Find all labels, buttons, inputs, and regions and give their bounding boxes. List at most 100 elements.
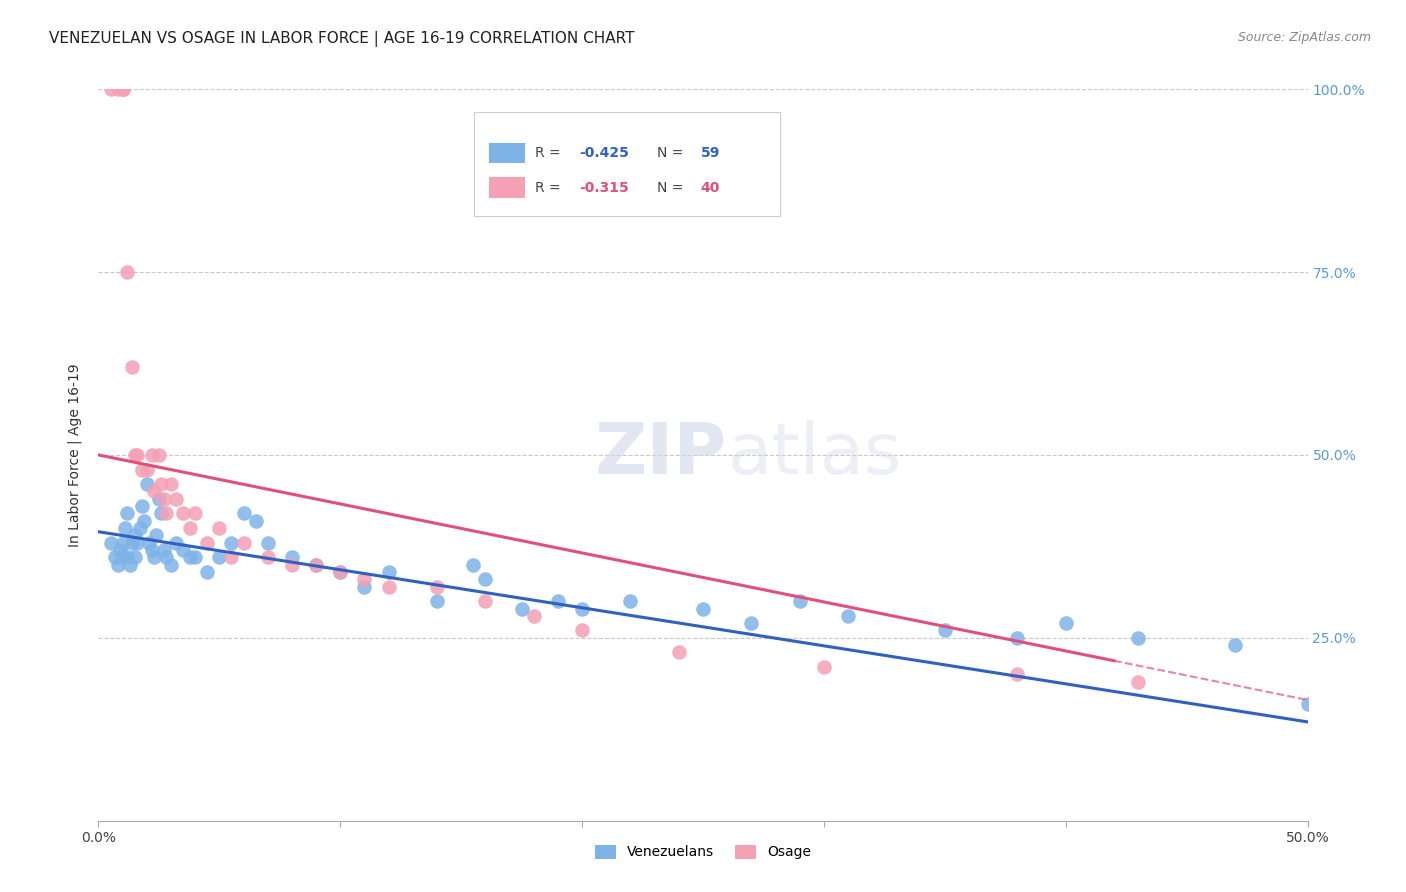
Point (195, 565, 218, 579)
Point (329, 565, 352, 579)
Y-axis label: In Labor Force | Age 16-19: In Labor Force | Age 16-19 (67, 363, 83, 547)
Point (107, 82, 129, 96)
Point (148, 448, 170, 462)
Text: 40: 40 (700, 180, 720, 194)
Point (172, 543, 194, 558)
Point (111, 535, 134, 549)
Point (160, 477, 183, 491)
Point (668, 645, 690, 659)
Point (740, 616, 762, 631)
Point (474, 594, 496, 608)
Point (184, 550, 207, 565)
Point (245, 514, 267, 528)
Text: Source: ZipAtlas.com: Source: ZipAtlas.com (1237, 31, 1371, 45)
Point (184, 507, 207, 521)
Point (1128, 631, 1150, 645)
Point (619, 594, 641, 608)
Point (127, 448, 149, 462)
Point (131, 462, 153, 476)
Text: atlas: atlas (727, 420, 901, 490)
Point (111, 550, 134, 565)
Point (155, 507, 177, 521)
Text: -0.315: -0.315 (579, 180, 630, 194)
Point (107, 558, 129, 572)
Point (138, 535, 160, 549)
Point (221, 550, 243, 565)
Point (179, 521, 201, 535)
Point (143, 484, 166, 499)
Point (150, 477, 173, 491)
Point (692, 601, 714, 615)
Point (111, 82, 134, 96)
Point (135, 462, 157, 476)
Point (121, 360, 143, 375)
Point (124, 550, 146, 565)
Point (127, 535, 149, 549)
Point (100, 535, 122, 549)
Point (100, 82, 122, 96)
Point (474, 572, 496, 586)
Point (221, 535, 243, 549)
Legend: Venezuelans, Osage: Venezuelans, Osage (589, 839, 817, 865)
Point (117, 507, 139, 521)
Point (208, 521, 231, 535)
Point (124, 448, 146, 462)
Text: R =: R = (534, 180, 565, 194)
Point (128, 521, 150, 535)
Point (117, 265, 139, 279)
Point (426, 594, 449, 608)
Bar (489, 143, 526, 163)
Point (111, 82, 134, 96)
FancyBboxPatch shape (474, 112, 780, 217)
Text: ZIP: ZIP (595, 420, 727, 490)
Point (195, 535, 218, 549)
Point (148, 491, 170, 506)
Point (141, 448, 163, 462)
Point (1007, 667, 1029, 681)
Point (131, 499, 153, 513)
Point (377, 565, 399, 579)
Bar (489, 177, 526, 198)
Point (377, 580, 399, 594)
Point (305, 558, 328, 572)
Point (329, 565, 352, 579)
Point (104, 550, 127, 565)
Point (353, 580, 375, 594)
Point (353, 572, 375, 586)
Point (1054, 616, 1077, 631)
Point (837, 608, 859, 623)
Point (150, 507, 173, 521)
Point (281, 550, 304, 565)
Point (160, 558, 183, 572)
Point (135, 477, 157, 491)
Text: VENEZUELAN VS OSAGE IN LABOR FORCE | AGE 16-19 CORRELATION CHART: VENEZUELAN VS OSAGE IN LABOR FORCE | AGE… (49, 31, 634, 47)
Point (118, 558, 141, 572)
Point (208, 550, 231, 565)
Point (141, 543, 163, 558)
Point (813, 660, 835, 674)
Point (124, 528, 146, 542)
Point (305, 558, 328, 572)
Point (114, 521, 136, 535)
Text: N =: N = (657, 146, 688, 161)
Point (155, 550, 177, 565)
Text: 59: 59 (700, 146, 720, 161)
Point (179, 550, 201, 565)
Point (165, 491, 187, 506)
Point (934, 624, 956, 638)
Point (426, 580, 449, 594)
Point (1223, 638, 1246, 652)
Point (256, 535, 278, 549)
Point (111, 82, 134, 96)
Point (232, 507, 254, 521)
Point (172, 507, 194, 521)
Point (281, 558, 304, 572)
Point (152, 491, 174, 506)
Point (165, 535, 187, 549)
Point (523, 608, 546, 623)
Point (121, 535, 143, 549)
Point (571, 601, 593, 615)
Point (108, 543, 131, 558)
Point (145, 528, 167, 542)
Point (1128, 674, 1150, 689)
